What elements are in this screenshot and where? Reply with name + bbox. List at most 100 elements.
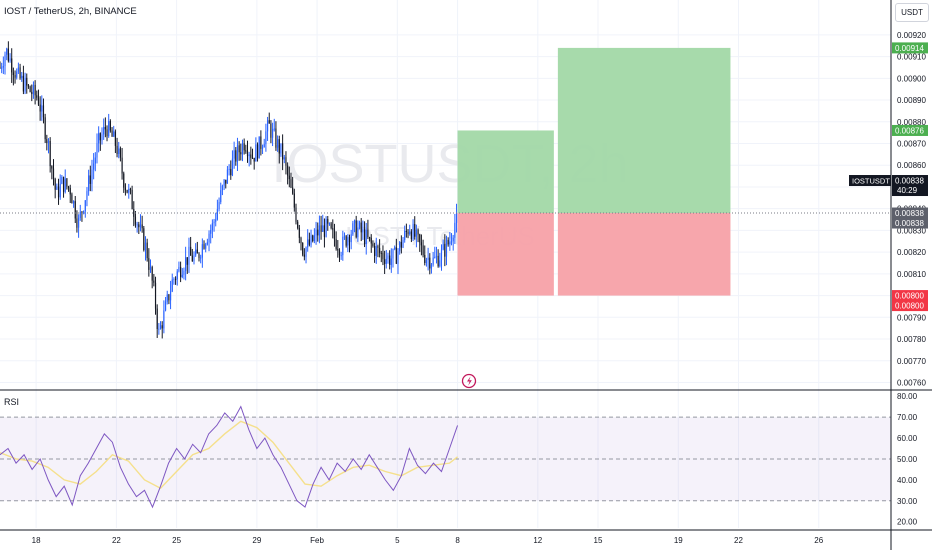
price-tag-label: 0.00838 [895, 209, 924, 218]
candle-body [412, 224, 414, 240]
candle-body [397, 251, 399, 264]
candle-body [368, 237, 371, 239]
candle-body [440, 249, 443, 261]
currency-button[interactable]: USDT [895, 3, 929, 22]
candle-body [312, 235, 314, 242]
rsi-ma-line [0, 420, 458, 490]
price-tag-loss [892, 300, 928, 312]
candle-body [19, 67, 21, 79]
candle-body [287, 165, 289, 176]
price-tag-label: 0.00838 [895, 219, 924, 228]
candle-body [144, 242, 147, 251]
candle-body [61, 176, 63, 184]
candle-body [11, 58, 13, 73]
candle-body [353, 220, 356, 224]
candle-body [315, 229, 317, 236]
candle-body [261, 147, 264, 149]
position-profit-zone-1 [457, 130, 554, 214]
candle-body [67, 186, 70, 188]
candle-body [126, 190, 128, 193]
price-tag-label: 0.00800 [895, 292, 924, 301]
candle-body [395, 247, 397, 264]
candle-body [442, 244, 444, 250]
candle-body [200, 257, 202, 259]
candle-body [288, 175, 290, 180]
candle-body [384, 259, 386, 264]
candle-body [273, 128, 275, 130]
candle-body [88, 175, 90, 192]
candle-body [193, 255, 195, 262]
rsi-tick-label: 40.00 [897, 476, 918, 485]
candle-body [415, 229, 417, 237]
candle-body [238, 145, 240, 153]
candle-body [375, 246, 377, 256]
candles-layer [0, 41, 891, 339]
price-tag-label: 0.00800 [895, 302, 924, 311]
candle-body [99, 133, 101, 141]
candle-body [27, 85, 30, 87]
candle-body [439, 260, 441, 267]
candle-body [221, 185, 224, 191]
candle-body [113, 131, 115, 137]
last-price-tag-bg [892, 175, 928, 197]
candle-body [266, 120, 269, 132]
candle-body [31, 91, 33, 95]
candle-body [275, 128, 277, 148]
candle-body [332, 228, 334, 230]
candle-body [210, 230, 212, 234]
candle-body [17, 67, 19, 72]
candle-body [417, 229, 419, 235]
candle-body [96, 143, 98, 158]
candle-body [300, 237, 302, 243]
candle-body [49, 141, 51, 167]
candle-body [434, 256, 436, 258]
price-tick-label: 0.00860 [897, 161, 926, 170]
candle-body [46, 139, 48, 143]
alert-icon[interactable] [461, 373, 477, 389]
candle-body [215, 219, 217, 222]
candle-body [16, 71, 18, 78]
candle-body [285, 157, 287, 166]
candle-body [385, 258, 387, 264]
candle-body [420, 242, 423, 246]
position-profit-zone-2 [557, 47, 731, 214]
candle-body [342, 236, 344, 256]
candle-body [220, 190, 222, 203]
candle-body [429, 257, 431, 269]
candle-body [268, 120, 270, 124]
candle-body [317, 229, 319, 236]
rsi-tick-label: 70.00 [897, 413, 918, 422]
candle-body [435, 255, 438, 257]
candle-body [255, 144, 257, 162]
candle-body [1, 67, 3, 69]
candle-body [365, 229, 367, 245]
last-price-tag-label: 0.00838 [895, 177, 924, 186]
candle-body [9, 58, 11, 61]
candle-body [390, 258, 392, 265]
candle-body [14, 75, 16, 78]
candle-body [258, 136, 260, 159]
candle-body [116, 145, 118, 154]
price-tag-label: 0.00914 [895, 44, 924, 53]
candle-body [338, 250, 341, 256]
candle-body [47, 141, 50, 143]
candle-body [108, 121, 110, 137]
candle-body [24, 77, 26, 92]
candle-body [240, 152, 242, 155]
candle-body [98, 133, 100, 144]
candle-body [74, 201, 76, 219]
candle-body [340, 255, 342, 257]
candle-body [303, 254, 305, 257]
time-tick-label: 8 [455, 536, 460, 545]
candle-body [186, 257, 188, 265]
candle-body [235, 150, 237, 162]
candle-body [89, 175, 91, 184]
candle-body [34, 84, 36, 96]
candle-body [166, 294, 168, 302]
candle-body [290, 179, 292, 188]
candle-body [129, 188, 132, 190]
candle-body [206, 242, 208, 245]
candle-body [54, 179, 56, 190]
candle-body [119, 148, 121, 158]
